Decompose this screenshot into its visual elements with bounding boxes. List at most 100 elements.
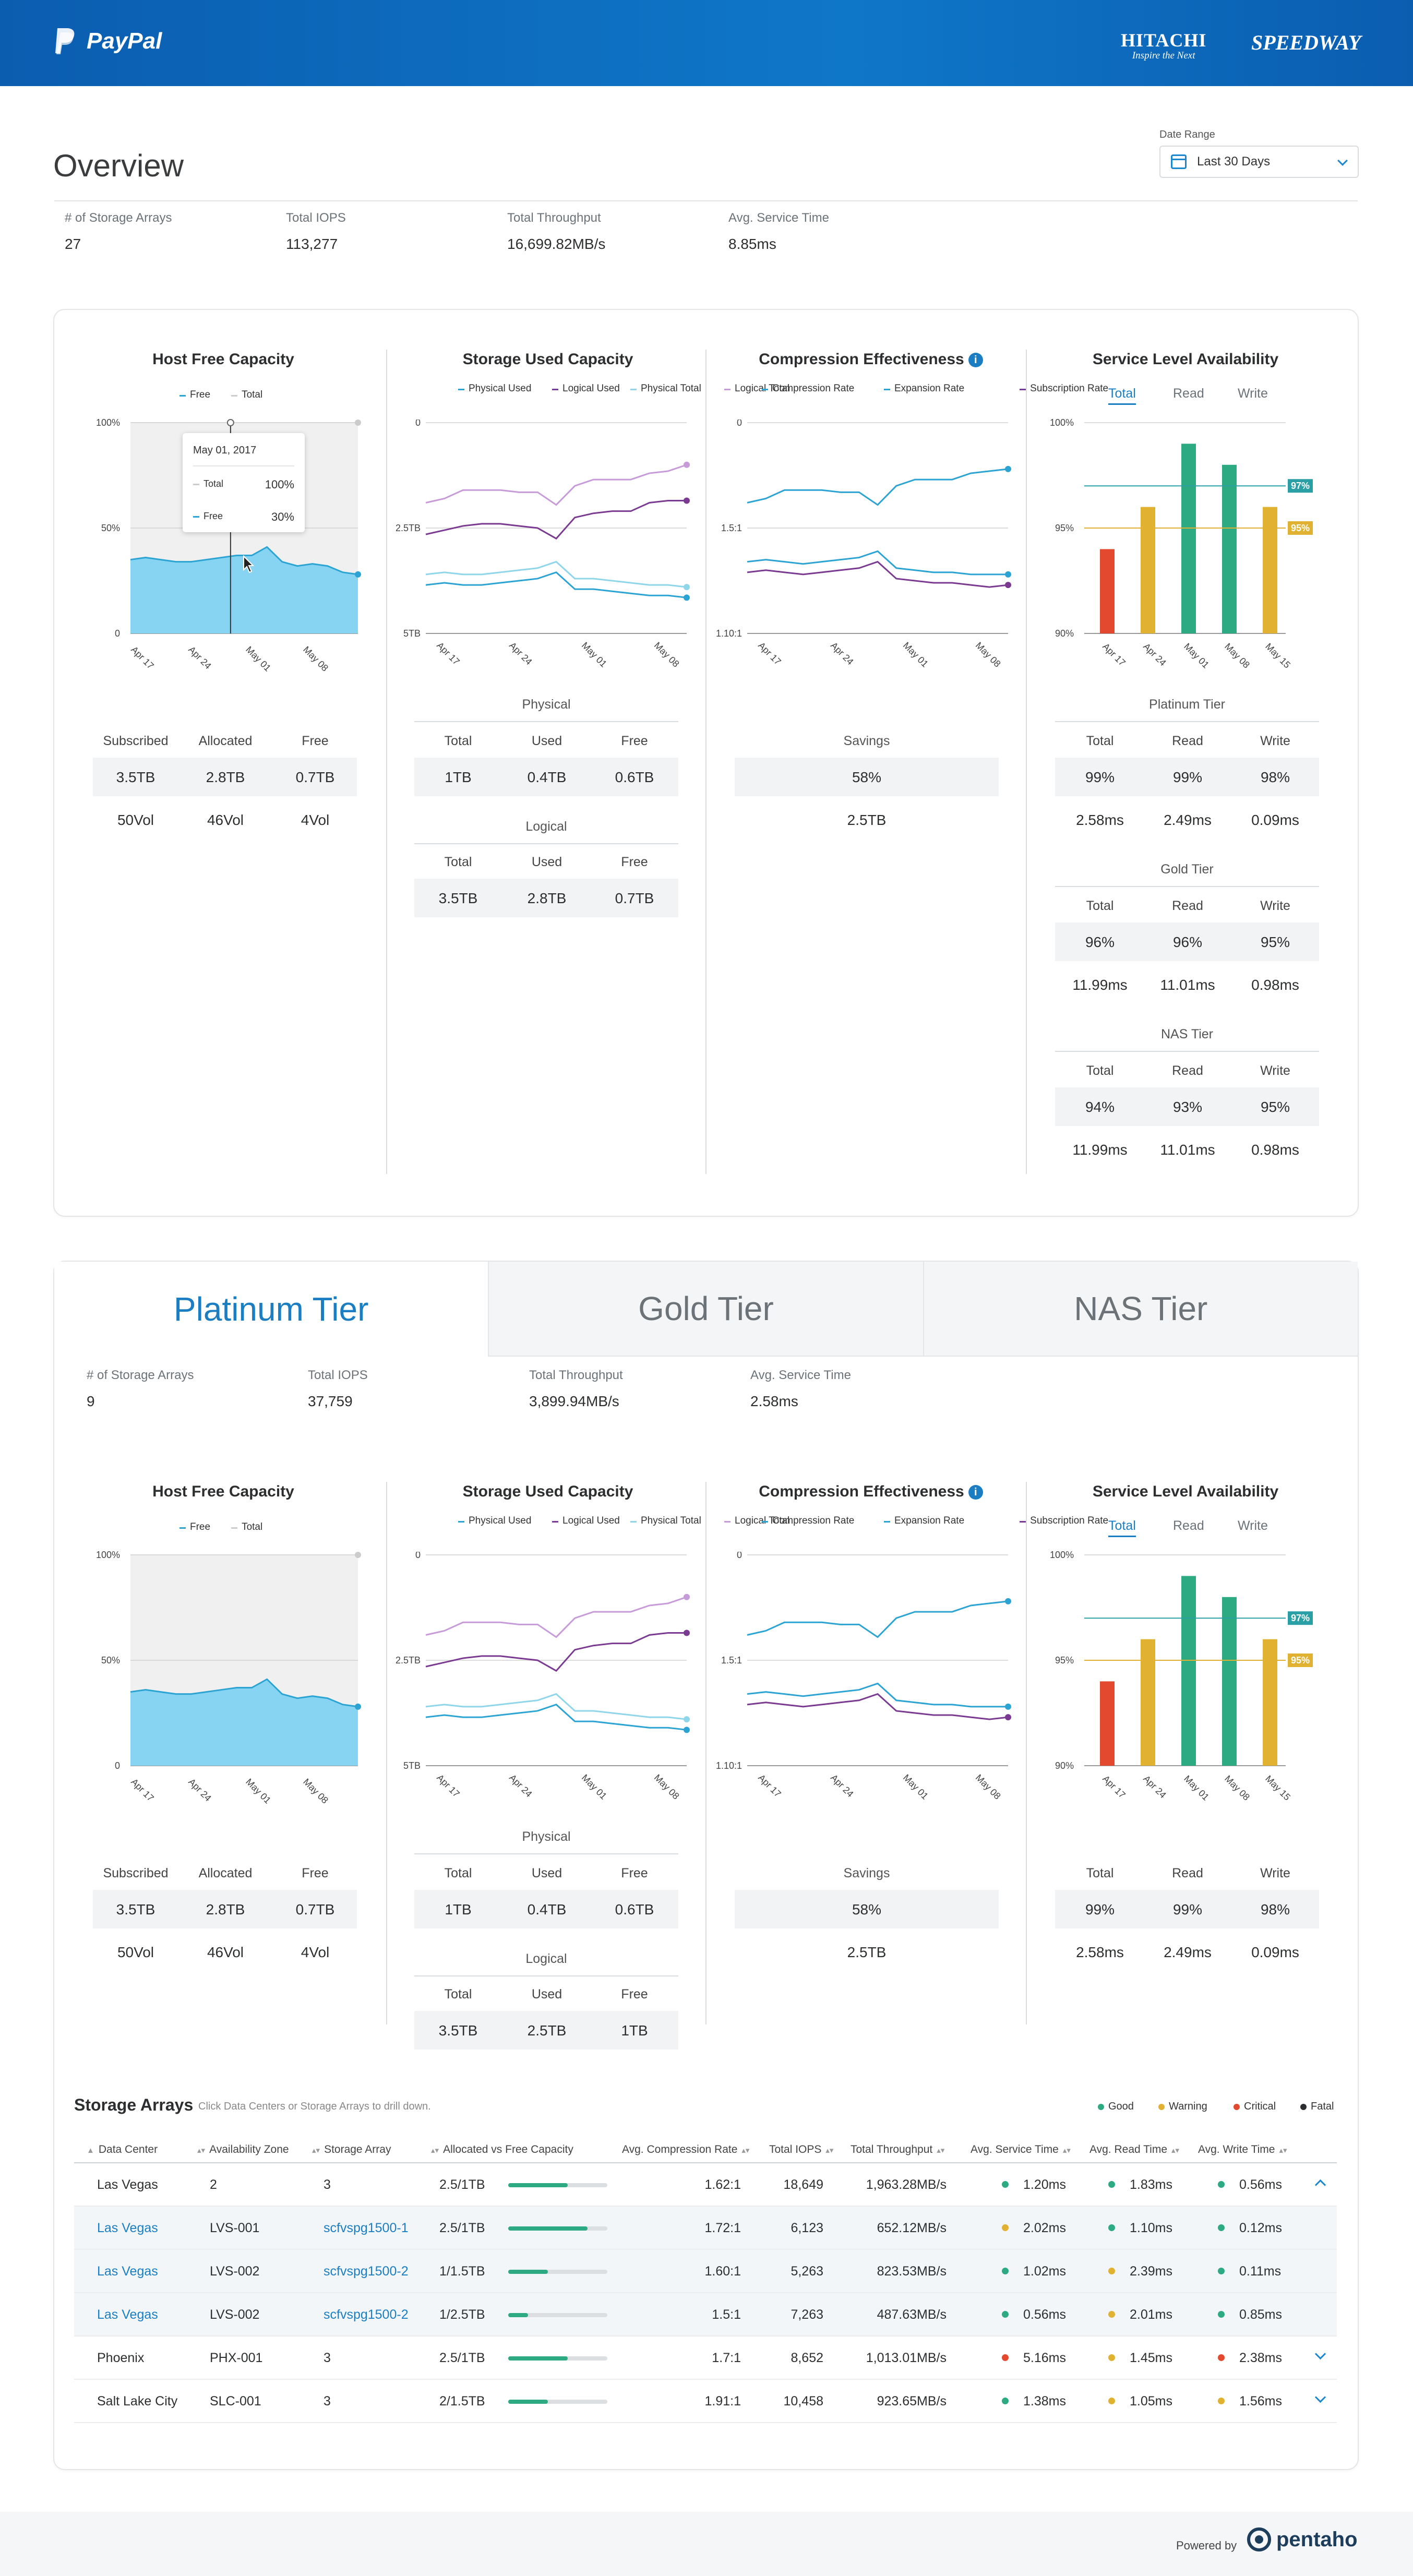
tooltip-label: Total — [193, 478, 223, 489]
x-tick-label: Apr 24 — [829, 640, 856, 667]
column-label: Avg. Write Time — [1198, 2143, 1275, 2155]
free-end-dot — [355, 1703, 361, 1710]
expand-row-chevron-icon[interactable] — [1315, 2350, 1325, 2361]
column-header[interactable]: Avg. Read Time ▴▾ — [1089, 2143, 1179, 2156]
table-row[interactable]: Phoenix PHX-001 3 2.5/1TB 1.7:1 8,652 1,013.01… — [74, 2337, 1337, 2380]
table-row[interactable]: Las Vegas 2 3 2.5/1TB 1.62:1 18,649 1,963.28MB… — [74, 2163, 1337, 2207]
x-tick-label: Apr 24 — [186, 644, 213, 672]
service-ms: 0.98ms — [1251, 1142, 1299, 1158]
storage-arrays-hint: Click Data Centers or Storage Arrays to … — [198, 2101, 431, 2112]
service-tab-read[interactable]: Read — [1173, 1518, 1204, 1533]
compression-legend: Compression Rate Expansion Rate Subscripti… — [762, 1511, 1108, 1531]
tab-nas-tier[interactable]: NAS Tier — [923, 1262, 1358, 1357]
column-header[interactable]: ▴▾ Storage Array — [312, 2143, 391, 2156]
cell-data-center[interactable]: Las Vegas — [97, 2221, 158, 2235]
y-tick-label: 100% — [1050, 417, 1074, 428]
cell-data-center[interactable]: Las Vegas — [97, 2307, 158, 2322]
table-row[interactable]: Las Vegas LVS-002 scfvspg1500-2 1/2.5TB 1.5:… — [74, 2293, 1337, 2337]
tooltip-row-total: Total 100% — [193, 478, 294, 491]
cell-storage-array[interactable]: scfvspg1500-2 — [324, 2307, 409, 2322]
service-col-label: Total — [1086, 1866, 1114, 1880]
expand-row-chevron-icon[interactable] — [1315, 2393, 1325, 2404]
x-tick-label: Apr 17 — [1100, 641, 1128, 668]
free-line — [130, 546, 358, 576]
cell-data-center[interactable]: Salt Lake City — [97, 2394, 178, 2409]
y-tick-label: 2.5TB — [396, 523, 421, 533]
service-ms: 0.09ms — [1251, 1944, 1299, 1960]
legend-item: Logical Total — [724, 379, 803, 399]
tab-platinum-tier[interactable]: Platinum Tier — [54, 1262, 488, 1357]
reference-badge — [1288, 1654, 1313, 1667]
column-header[interactable]: ▲ Data Center — [87, 2143, 158, 2156]
service-pct: 99% — [1172, 769, 1203, 785]
x-tick-label: Apr 24 — [1141, 641, 1168, 668]
y-tick-label: 100% — [96, 1550, 120, 1560]
physical-value: 0.4TB — [527, 769, 567, 785]
column-header[interactable]: Total IOPS ▴▾ — [769, 2143, 833, 2156]
cell-data-center[interactable]: Las Vegas — [97, 2264, 158, 2279]
cell-capacity: 2.5/1TB — [439, 2221, 485, 2235]
status-dot — [1108, 2354, 1115, 2361]
legend-item: Compression Rate — [762, 1511, 884, 1531]
sort-icon: ▴▾ — [1279, 2146, 1287, 2155]
column-header[interactable]: Avg. Service Time ▴▾ — [971, 2143, 1071, 2156]
kpi-value: 113,277 — [286, 236, 338, 252]
info-icon[interactable]: i — [968, 1485, 983, 1500]
collapse-row-chevron-icon[interactable] — [1315, 2177, 1325, 2187]
legend-free: Free — [179, 1521, 210, 1532]
info-icon[interactable]: i — [968, 353, 983, 367]
column-header[interactable]: ▴▾ Allocated vs Free Capacity — [431, 2143, 573, 2156]
column-header[interactable]: ▴▾ Availability Zone — [197, 2143, 289, 2156]
cell-data-center[interactable]: Las Vegas — [97, 2177, 158, 2192]
service-tab-write[interactable]: Write — [1238, 1518, 1268, 1533]
table-row[interactable]: Salt Lake City SLC-001 3 2/1.5TB 1.91:1 10,45… — [74, 2380, 1337, 2423]
paypal-logo[interactable]: PayPal — [53, 27, 162, 55]
availability-bar — [1100, 549, 1115, 633]
paypal-wordmark: PayPal — [87, 28, 162, 54]
series-end-dot — [684, 497, 690, 504]
cell-compression: 1.91:1 — [704, 2394, 741, 2409]
service-pct: 94% — [1085, 1099, 1115, 1115]
cell-iops: 10,458 — [783, 2394, 823, 2409]
service-tab-total[interactable]: Total — [1108, 1518, 1136, 1537]
value-band — [1055, 758, 1319, 796]
cell-storage-array: 3 — [324, 2351, 331, 2365]
column-label: Availability Zone — [209, 2143, 289, 2155]
cell-capacity: 2/1.5TB — [439, 2394, 485, 2409]
cell-value: 2.39ms — [1130, 2264, 1172, 2279]
series-end-dot — [1005, 1714, 1011, 1721]
service-tab-total[interactable]: Total — [1108, 386, 1136, 405]
column-label: Avg. Compression Rate — [622, 2143, 738, 2155]
kpi-value: 27 — [65, 236, 81, 252]
value-band — [414, 879, 678, 917]
cell-availability-zone: 2 — [210, 2177, 217, 2192]
cell-svc: 2.02ms — [1002, 2221, 1066, 2236]
service-col-label: Total — [1086, 734, 1114, 748]
cell-data-center[interactable]: Phoenix — [97, 2351, 145, 2365]
column-header[interactable]: Total Throughput ▴▾ — [851, 2143, 944, 2156]
service-tab-write[interactable]: Write — [1238, 386, 1268, 401]
cell-storage-array[interactable]: scfvspg1500-2 — [324, 2264, 409, 2279]
column-header[interactable]: Avg. Write Time ▴▾ — [1198, 2143, 1287, 2156]
status-dot — [1108, 2397, 1115, 2404]
column-header[interactable]: Avg. Compression Rate ▴▾ — [622, 2143, 749, 2156]
date-range-select[interactable]: Last 30 Days — [1159, 146, 1359, 178]
availability-bar — [1222, 464, 1237, 633]
x-tick-label: May 01 — [580, 1772, 609, 1802]
footer — [0, 2512, 1413, 2576]
savings-value: 2.5TB — [847, 1944, 887, 1960]
tab-gold-tier[interactable]: Gold Tier — [488, 1262, 923, 1357]
table-row[interactable]: Las Vegas LVS-002 scfvspg1500-2 1/1.5TB 1.60… — [74, 2250, 1337, 2293]
divider — [1055, 886, 1319, 887]
x-tick-label: Apr 17 — [435, 1772, 462, 1800]
cell-storage-array[interactable]: scfvspg1500-1 — [324, 2221, 409, 2235]
tooltip-divider — [193, 465, 294, 466]
service-ms: 2.58ms — [1076, 1944, 1124, 1960]
service-col-label: Total — [1086, 898, 1114, 913]
table-row[interactable]: Las Vegas LVS-001 scfvspg1500-1 2.5/1TB 1.72… — [74, 2207, 1337, 2250]
sort-icon: ▴▾ — [312, 2146, 320, 2155]
legend-warning: Warning — [1158, 2101, 1207, 2113]
service-tab-read[interactable]: Read — [1173, 386, 1204, 401]
reference-label: 95% — [1291, 1655, 1310, 1666]
capacity-bar — [508, 2226, 607, 2231]
